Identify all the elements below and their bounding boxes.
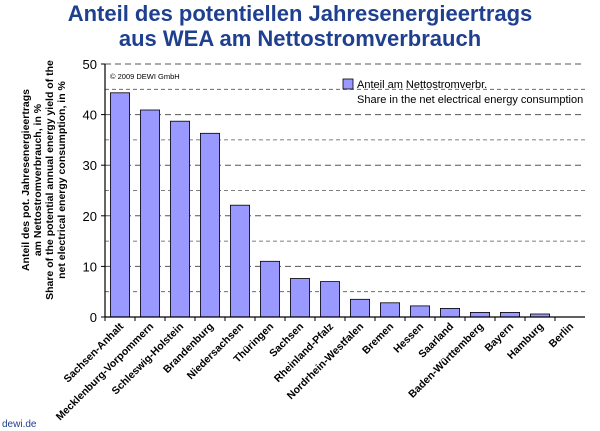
source-text: dewi.de: [2, 419, 37, 430]
bar-bayern: [499, 311, 520, 318]
bar-mecklenburg-vorpommern: [139, 109, 160, 318]
chart-title-line-2: aus WEA am Nettostromverbrauch: [118, 26, 482, 51]
bar-bremen: [379, 302, 400, 318]
y-tick-label: 30: [83, 158, 97, 173]
bar-sachsen-anhalt: [110, 92, 131, 318]
legend-swatch: [342, 78, 354, 90]
y-tick-label: 0: [90, 310, 97, 325]
legend-label-en: Share in the net electrical energy consu…: [357, 94, 583, 106]
chart-title-line-1: Anteil des potentiellen Jahresenergieert…: [67, 1, 533, 26]
bar-th-ringen: [259, 260, 280, 318]
y-tick-label: 10: [83, 259, 97, 274]
bar-saarland: [439, 307, 460, 318]
bar-niedersachsen: [229, 204, 250, 318]
copyright-text: © 2009 DEWI GmbH: [110, 72, 180, 81]
y-tick-label: 50: [83, 57, 97, 72]
chart-title: Anteil des potentiellen Jahresenergieert…: [0, 1, 600, 51]
axes: [101, 63, 585, 321]
y-tick-label: 40: [83, 108, 97, 123]
x-tick-label: Berlin: [547, 321, 577, 351]
y-tick-label: 20: [83, 209, 97, 224]
bar-hessen: [409, 305, 430, 318]
bar-brandenburg: [199, 132, 220, 318]
tick-labels: Sachsen-AnhaltMecklenburg-VorpommernSchl…: [54, 57, 576, 423]
bar-sachsen: [289, 278, 310, 318]
bar-baden-w-rttemberg: [469, 311, 490, 318]
bar-schleswig-holstein: [169, 120, 190, 318]
x-tick-label: Bremen: [360, 321, 396, 357]
bar-rheinland-pfalz: [319, 281, 340, 318]
legend-label-de: Anteil am Nettostromverbr.: [357, 79, 487, 91]
legend: Anteil am Nettostromverbr. Share in the …: [342, 78, 583, 106]
bars: [110, 92, 551, 318]
bar-nordrhein-westfalen: [349, 298, 370, 318]
